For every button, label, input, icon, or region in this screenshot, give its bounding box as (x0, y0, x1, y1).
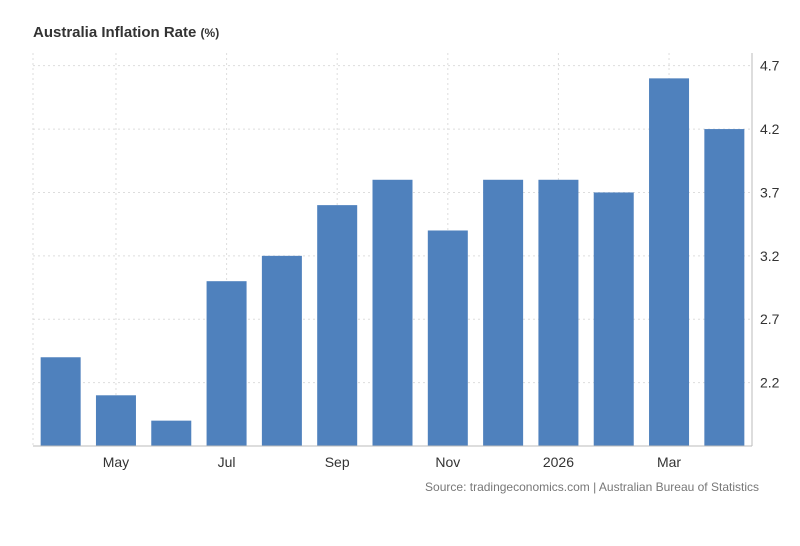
x-tick-label: Sep (325, 454, 350, 470)
y-tick-label: 4.7 (760, 58, 780, 74)
bar-dec-2025 (483, 179, 524, 446)
bar-apr-2025 (40, 357, 81, 446)
bar-mar-2026 (649, 78, 690, 447)
bar-jul-2025 (206, 281, 247, 446)
x-tick-label: Nov (435, 454, 460, 470)
chart-title: Australia Inflation Rate (%) (33, 24, 219, 41)
bar-jun-2025 (151, 420, 192, 446)
source-note: Source: tradingeconomics.com | Australia… (425, 480, 759, 494)
x-tick-label: 2026 (543, 454, 574, 470)
y-tick-label: 3.2 (760, 248, 780, 264)
bar-apr-2026 (704, 129, 745, 446)
bar-sep-2025 (317, 205, 358, 446)
y-tick-label: 2.2 (760, 375, 780, 391)
bar-may-2025 (95, 395, 136, 446)
y-tick-label: 4.2 (760, 121, 780, 137)
bar-aug-2025 (261, 255, 302, 446)
chart-title-text: Australia Inflation Rate (33, 24, 197, 41)
x-tick-label: May (103, 454, 129, 470)
y-tick-label: 2.7 (760, 311, 780, 327)
chart-title-unit: (%) (200, 26, 220, 40)
x-tick-label: Mar (657, 454, 681, 470)
x-tick-label: Jul (218, 454, 236, 470)
y-tick-label: 3.7 (760, 184, 780, 200)
bar-feb-2026 (593, 192, 634, 446)
bar-jan-2026 (538, 179, 579, 446)
bar-oct-2025 (372, 179, 413, 446)
bar-nov-2025 (427, 230, 468, 446)
